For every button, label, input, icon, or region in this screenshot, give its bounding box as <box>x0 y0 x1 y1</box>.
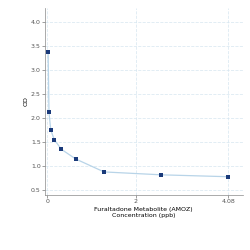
Point <box>60 147 64 151</box>
Y-axis label: OD: OD <box>23 96 28 106</box>
Point <box>74 157 78 161</box>
Point <box>49 128 53 132</box>
Point <box>52 138 56 142</box>
Point <box>47 110 51 114</box>
Point <box>226 175 230 179</box>
Point <box>102 170 106 174</box>
X-axis label: Furaltadone Metabolite (AMOZ)
Concentration (ppb): Furaltadone Metabolite (AMOZ) Concentrat… <box>94 207 193 218</box>
Point <box>159 173 163 177</box>
Point <box>46 50 50 54</box>
